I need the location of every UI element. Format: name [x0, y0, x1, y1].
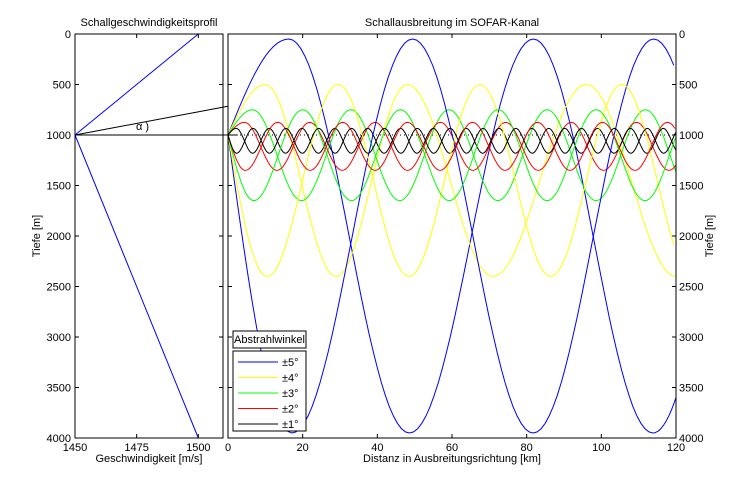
ray-path-up-4: [227, 127, 677, 154]
ray-path-down-2: [227, 109, 677, 202]
sound-speed-profile-axes: Schallgeschwindigkeitsprofil 0 500 1000 150…: [31, 17, 238, 465]
ray-path-up-3: [227, 121, 676, 171]
ray-path-up-1: [227, 83, 675, 277]
legend-box: [232, 350, 307, 432]
right-xtick-label: 100: [592, 442, 610, 454]
right-xtick-label: 40: [371, 442, 383, 454]
left-series-line-1: [74, 105, 228, 136]
left-ytick-label: 0: [65, 29, 71, 41]
left-ytick-label: 2000: [47, 231, 71, 243]
left-ytick-label: 4000: [47, 433, 71, 445]
legend-label-1: ±4°: [282, 373, 299, 385]
right-x-axis-label: Distanz in Ausbreitungsrichtung [km]: [363, 453, 541, 465]
left-xtick-label: 1475: [124, 442, 148, 454]
left-x-axis-label: Geschwindigkeit [m/s]: [96, 453, 203, 465]
left-ytick-label: 2500: [47, 282, 71, 294]
right-ticks: 0 500 1000 1500 2000 2500 3000 3500 4000 0 20 40 60 8…: [225, 29, 704, 454]
right-ytick-label: 4000: [679, 433, 703, 445]
right-xtick-label: 80: [521, 442, 533, 454]
right-xtick-label: 120: [667, 442, 685, 454]
legend-label-3: ±2°: [282, 404, 299, 416]
ray-path-up-2: [227, 109, 677, 202]
legend-label-2: ±3°: [282, 388, 299, 400]
right-ytick-label: 2500: [679, 282, 703, 294]
legend-title: Abstrahlwinkel: [234, 334, 305, 346]
right-ytick-label: 500: [679, 80, 697, 92]
right-y-axis-label: Tiefe [m]: [704, 215, 716, 257]
legend-label-4: ±1°: [282, 419, 299, 431]
right-xtick-label: 60: [446, 442, 458, 454]
left-ytick-label: 3000: [47, 332, 71, 344]
sofar-propagation-axes: Schallausbreitung im SOFAR-Kanal 0 500 100…: [225, 17, 716, 465]
ray-path-down-3: [227, 121, 677, 171]
legend-entries: ±5° ±4° ±3° ±2° ±1°: [238, 357, 299, 431]
right-chart-title: Schallausbreitung im SOFAR-Kanal: [365, 17, 539, 29]
alpha-symbol: α: [136, 121, 143, 133]
right-ytick-label: 0: [679, 29, 685, 41]
left-ytick-label: 500: [53, 80, 71, 92]
left-xtick-label: 1500: [186, 442, 210, 454]
right-xtick-label: 20: [297, 442, 309, 454]
right-ytick-label: 1000: [679, 130, 703, 142]
left-ytick-label: 3500: [47, 383, 71, 395]
right-ytick-label: 3000: [679, 332, 703, 344]
left-chart-title: Schallgeschwindigkeitsprofil: [81, 17, 218, 29]
legend: Abstrahlwinkel ±5° ±4° ±3° ±2° ±1°: [232, 330, 307, 432]
legend-title-box: [232, 330, 307, 349]
left-ytick-label: 1500: [47, 181, 71, 193]
alpha-angle-label: α ): [136, 121, 149, 133]
right-ytick-label: 1500: [679, 181, 703, 193]
right-ytick-label: 2000: [679, 231, 703, 243]
alpha-arc: ): [142, 121, 149, 133]
right-ytick-label: 3500: [679, 383, 703, 395]
left-xtick-label: 1450: [63, 442, 87, 454]
legend-label-0: ±5°: [282, 357, 299, 369]
left-ytick-label: 1000: [47, 130, 71, 142]
left-y-axis-label: Tiefe [m]: [31, 215, 43, 257]
ray-path-down-0: [227, 38, 677, 434]
right-xtick-label: 0: [225, 442, 231, 454]
